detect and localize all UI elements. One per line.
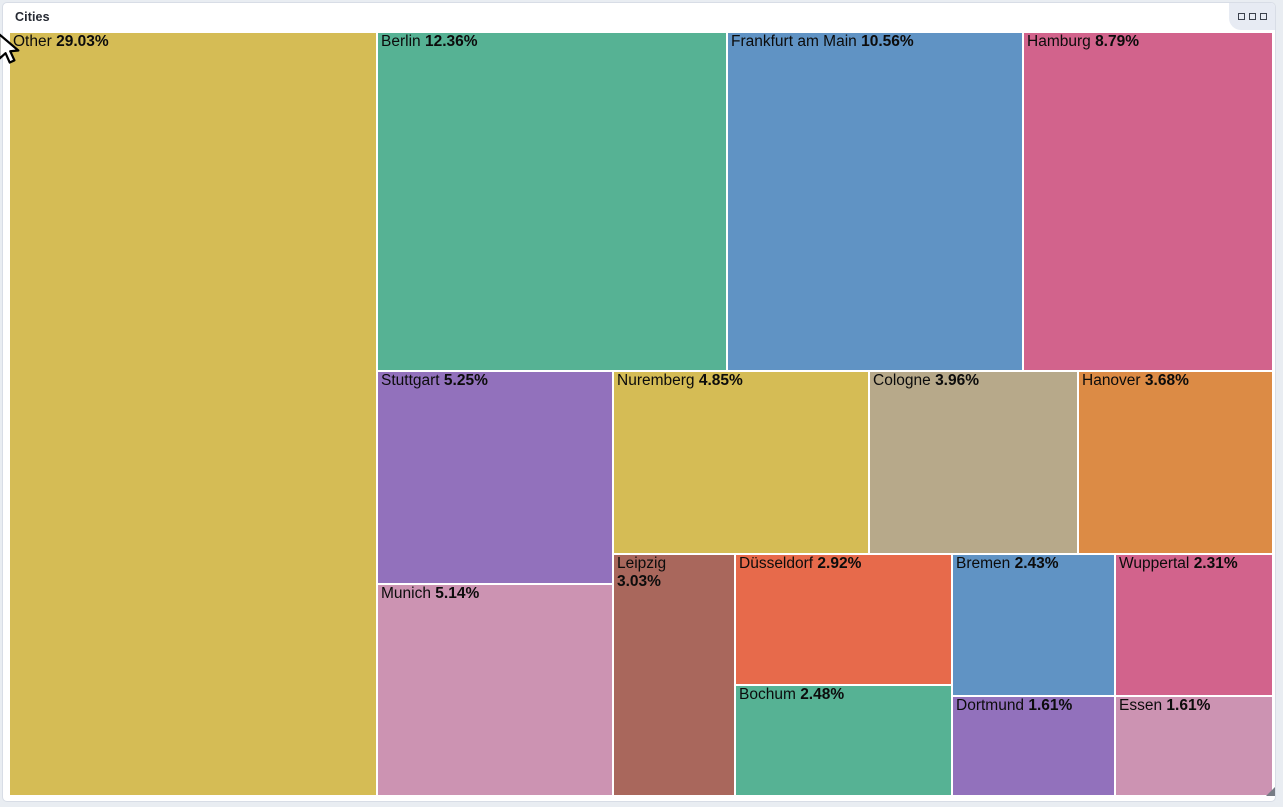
tile-stuttgart[interactable]: Stuttgart 5.25%	[378, 372, 612, 583]
tile-city-name: Bochum	[739, 686, 796, 703]
tile-bremen[interactable]: Bremen 2.43%	[953, 555, 1114, 695]
tile-frankfurt-am-main[interactable]: Frankfurt am Main 10.56%	[728, 33, 1022, 370]
tile-city-name: Other	[13, 33, 52, 50]
panel-header: Cities	[3, 3, 1275, 31]
tile-label: Bremen 2.43%	[953, 555, 1114, 573]
tile-label: Hanover 3.68%	[1079, 372, 1272, 390]
tile-city-name: Düsseldorf	[739, 555, 814, 572]
tile-city-name: Frankfurt am Main	[731, 33, 857, 50]
tile-city-name: Dortmund	[956, 697, 1025, 714]
tile-label: Dortmund 1.61%	[953, 697, 1114, 715]
tile-label: Essen 1.61%	[1116, 697, 1272, 715]
tile-percentage: 5.14%	[435, 585, 480, 602]
tile-percentage: 4.85%	[698, 372, 743, 389]
tile-city-name: Hamburg	[1027, 33, 1091, 50]
tile-city-name: Berlin	[381, 33, 421, 50]
tile-essen[interactable]: Essen 1.61%	[1116, 697, 1272, 795]
tile-percentage: 10.56%	[861, 33, 914, 50]
tile-label: Nuremberg 4.85%	[614, 372, 868, 390]
tile-percentage: 5.25%	[443, 372, 488, 389]
tile-percentage: 1.61%	[1166, 697, 1211, 714]
tile-d-sseldorf[interactable]: Düsseldorf 2.92%	[736, 555, 951, 684]
tile-percentage: 1.61%	[1028, 697, 1073, 714]
tile-city-name: Munich	[381, 585, 431, 602]
tile-munich[interactable]: Munich 5.14%	[378, 585, 612, 795]
tile-other[interactable]: Other 29.03%	[10, 33, 376, 795]
tile-label: Bochum 2.48%	[736, 686, 951, 704]
panel-menu-button[interactable]	[1229, 3, 1275, 30]
tile-city-name: Wuppertal	[1119, 555, 1190, 572]
tile-percentage: 2.43%	[1014, 555, 1059, 572]
tile-percentage: 2.48%	[800, 686, 845, 703]
three-squares-icon	[1237, 13, 1245, 20]
tile-percentage: 12.36%	[424, 33, 478, 50]
tile-label: Frankfurt am Main 10.56%	[728, 33, 1022, 51]
tile-percentage: 2.31%	[1193, 555, 1238, 572]
resize-corner-icon[interactable]	[1266, 787, 1275, 796]
tile-leipzig[interactable]: Leipzig 3.03%	[614, 555, 734, 795]
tile-city-name: Stuttgart	[381, 372, 440, 389]
tile-nuremberg[interactable]: Nuremberg 4.85%	[614, 372, 868, 553]
tile-city-name: Bremen	[956, 555, 1011, 572]
panel-title: Cities	[15, 10, 50, 24]
tile-dortmund[interactable]: Dortmund 1.61%	[953, 697, 1114, 795]
tile-label: Stuttgart 5.25%	[378, 372, 612, 390]
tile-hamburg[interactable]: Hamburg 8.79%	[1024, 33, 1272, 370]
tile-cologne[interactable]: Cologne 3.96%	[870, 372, 1077, 553]
tile-city-name: Essen	[1119, 697, 1163, 714]
tile-percentage: 3.96%	[935, 372, 980, 389]
tile-percentage: 3.03%	[617, 573, 661, 590]
tile-city-name: Hanover	[1082, 372, 1141, 389]
tile-label: Berlin 12.36%	[378, 33, 726, 51]
tile-label: Other 29.03%	[10, 33, 376, 51]
tile-bochum[interactable]: Bochum 2.48%	[736, 686, 951, 795]
tile-label: Cologne 3.96%	[870, 372, 1077, 390]
three-squares-icon	[1248, 13, 1256, 20]
tile-berlin[interactable]: Berlin 12.36%	[378, 33, 726, 370]
tile-label: Wuppertal 2.31%	[1116, 555, 1272, 573]
tile-percentage: 29.03%	[56, 33, 109, 50]
tile-label: Leipzig 3.03%	[614, 555, 734, 591]
tile-city-name: Leipzig	[617, 555, 667, 572]
tile-hanover[interactable]: Hanover 3.68%	[1079, 372, 1272, 553]
tile-city-name: Nuremberg	[617, 372, 695, 389]
tile-label: Hamburg 8.79%	[1024, 33, 1272, 51]
tile-label: Munich 5.14%	[378, 585, 612, 603]
three-squares-icon	[1259, 13, 1267, 20]
tile-city-name: Cologne	[873, 372, 931, 389]
tile-wuppertal[interactable]: Wuppertal 2.31%	[1116, 555, 1272, 695]
tile-percentage: 2.92%	[817, 555, 862, 572]
tile-percentage: 8.79%	[1095, 33, 1140, 50]
tile-percentage: 3.68%	[1144, 372, 1189, 389]
tile-label: Düsseldorf 2.92%	[736, 555, 951, 573]
